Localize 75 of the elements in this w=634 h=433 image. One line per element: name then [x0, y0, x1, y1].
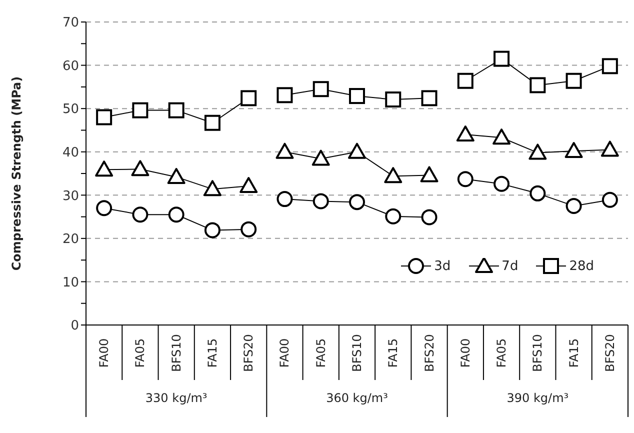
x-tick-label: FA05 — [314, 338, 328, 368]
y-tick-label: 50 — [62, 102, 79, 118]
text: 330 kg/m³ — [145, 391, 208, 405]
point — [96, 200, 112, 216]
point — [602, 58, 618, 74]
point — [132, 102, 148, 118]
x-tick-label: FA15 — [386, 338, 400, 368]
point — [240, 221, 257, 238]
point — [167, 168, 186, 184]
legend-label: 3d — [434, 258, 451, 274]
legend-label: 7d — [502, 258, 518, 274]
point — [564, 142, 583, 158]
point — [312, 81, 329, 98]
x-tick-label: BFS10 — [350, 334, 364, 372]
point — [348, 142, 366, 159]
point — [276, 142, 294, 159]
point — [312, 150, 330, 166]
point — [421, 209, 438, 226]
x-tick-label: FA15 — [566, 338, 581, 368]
point — [203, 180, 222, 196]
x-tick-label: FA05 — [133, 338, 148, 368]
point — [312, 193, 329, 210]
y-tick-label: 40 — [62, 145, 79, 160]
point — [204, 222, 220, 238]
point — [384, 167, 402, 184]
y-tick-label: 20 — [62, 232, 79, 248]
point — [276, 87, 293, 104]
point — [168, 206, 184, 223]
point — [349, 88, 365, 104]
point — [132, 206, 148, 223]
point — [456, 126, 474, 142]
x-tick-label: BFS10 — [169, 334, 184, 372]
y-tick-label: 30 — [62, 188, 79, 204]
x-tick-label: BFS20 — [602, 334, 617, 372]
point — [602, 192, 618, 208]
point — [528, 144, 547, 160]
x-tick-label: BFS20 — [422, 334, 436, 372]
point — [420, 166, 438, 182]
point — [457, 171, 474, 188]
point — [492, 128, 511, 145]
x-tick-label: FA00 — [97, 338, 112, 368]
text: 390 kg/m³ — [506, 391, 569, 405]
point — [385, 208, 402, 224]
point — [566, 198, 582, 214]
y-tick-label: 60 — [62, 58, 79, 74]
point — [168, 102, 184, 118]
point — [421, 90, 438, 106]
point — [494, 176, 510, 192]
point — [385, 91, 402, 108]
point — [96, 109, 112, 126]
point — [240, 177, 258, 194]
x-tick-label: FA15 — [205, 338, 220, 368]
point — [240, 90, 257, 106]
text: 360 kg/m³ — [326, 391, 388, 405]
point — [131, 160, 150, 176]
x-tick-label: FA05 — [494, 338, 509, 368]
point — [204, 114, 220, 131]
point — [494, 50, 510, 67]
y-tick-label: 70 — [62, 16, 79, 31]
point — [95, 160, 114, 177]
x-tick-label: BFS20 — [242, 334, 256, 372]
y-axis-title: Compressive Strength (MPa) — [9, 76, 24, 271]
point — [530, 185, 546, 202]
x-tick-label: BFS10 — [530, 334, 545, 372]
point — [530, 77, 546, 94]
legend-label: 28d — [569, 258, 594, 274]
y-tick-label: 0 — [70, 318, 79, 334]
point — [566, 72, 582, 89]
x-tick-label: FA00 — [458, 338, 472, 368]
point — [600, 140, 619, 157]
point — [276, 191, 293, 208]
point — [457, 72, 474, 89]
point — [349, 194, 365, 210]
y-tick-label: 10 — [62, 275, 79, 290]
x-tick-label: FA00 — [278, 338, 292, 368]
